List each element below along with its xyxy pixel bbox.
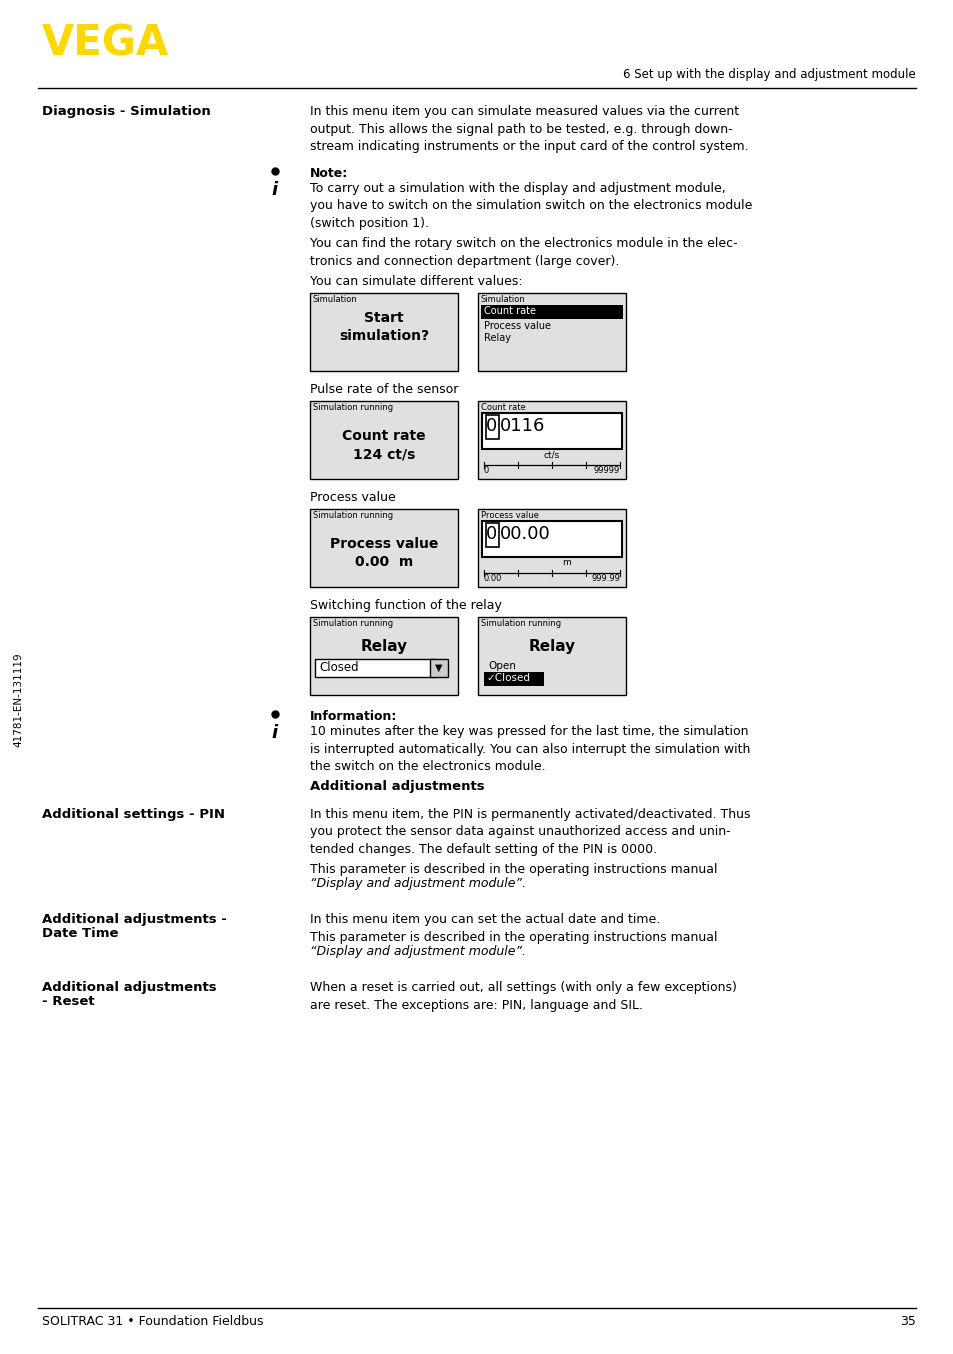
Text: i: i [272, 724, 277, 742]
Text: 0: 0 [486, 525, 497, 543]
Text: Additional adjustments -: Additional adjustments - [42, 913, 227, 926]
Text: Relay: Relay [483, 333, 511, 343]
Text: Simulation running: Simulation running [480, 619, 560, 628]
Text: 0: 0 [486, 417, 497, 435]
Bar [430, 659, 448, 677]
Text: In this menu item you can simulate measured values via the current
output. This : In this menu item you can simulate measu… [310, 106, 748, 153]
Text: Simulation running: Simulation running [313, 403, 393, 412]
Bar [310, 617, 457, 695]
Text: Process value: Process value [330, 538, 437, 551]
Text: 0.00: 0.00 [483, 574, 502, 584]
Text: i: i [272, 181, 277, 199]
Bar [481, 413, 621, 450]
Text: When a reset is carried out, all settings (with only a few exceptions)
are reset: When a reset is carried out, all setting… [310, 982, 736, 1011]
Text: “Display and adjustment module”.: “Display and adjustment module”. [310, 877, 525, 890]
Bar [485, 523, 498, 547]
Bar [477, 401, 625, 479]
Text: Relay: Relay [528, 639, 575, 654]
Text: Date Time: Date Time [42, 927, 118, 940]
Text: Process value: Process value [480, 510, 538, 520]
Text: You can simulate different values:: You can simulate different values: [310, 275, 522, 288]
Text: Switching function of the relay: Switching function of the relay [310, 598, 501, 612]
Text: To carry out a simulation with the display and adjustment module,
you have to sw: To carry out a simulation with the displ… [310, 181, 752, 230]
Text: Additional adjustments: Additional adjustments [310, 780, 484, 793]
Text: Additional adjustments: Additional adjustments [42, 982, 216, 994]
Text: ✓Closed: ✓Closed [485, 673, 530, 682]
Text: 35: 35 [900, 1315, 915, 1328]
Text: 41781-EN-131119: 41781-EN-131119 [13, 653, 23, 747]
Text: VEGA: VEGA [42, 22, 169, 64]
Text: “Display and adjustment module”.: “Display and adjustment module”. [310, 945, 525, 959]
Bar [483, 672, 543, 686]
Text: In this menu item, the PIN is permanently activated/deactivated. Thus
you protec: In this menu item, the PIN is permanentl… [310, 808, 750, 856]
Text: Relay: Relay [360, 639, 407, 654]
Text: Diagnosis - Simulation: Diagnosis - Simulation [42, 106, 211, 118]
Text: ▼: ▼ [435, 663, 442, 673]
Text: ct/s: ct/s [543, 450, 559, 459]
Bar [477, 292, 625, 371]
Bar [477, 617, 625, 695]
Text: - Reset: - Reset [42, 995, 94, 1007]
Text: Count rate: Count rate [342, 429, 425, 443]
Text: Simulation: Simulation [313, 295, 357, 305]
Text: 00.00: 00.00 [499, 525, 550, 543]
Text: Closed: Closed [318, 661, 358, 674]
Bar [314, 659, 435, 677]
Text: 0: 0 [483, 466, 489, 475]
Bar [310, 509, 457, 588]
Text: 10 minutes after the key was pressed for the last time, the simulation
is interr: 10 minutes after the key was pressed for… [310, 724, 750, 773]
Text: Note:: Note: [310, 167, 348, 180]
Text: In this menu item you can set the actual date and time.: In this menu item you can set the actual… [310, 913, 659, 926]
Text: Simulation running: Simulation running [313, 510, 393, 520]
Text: Simulation running: Simulation running [313, 619, 393, 628]
Text: Additional settings - PIN: Additional settings - PIN [42, 808, 225, 821]
Text: 124 ct/s: 124 ct/s [353, 447, 415, 460]
Bar [477, 509, 625, 588]
Bar [480, 305, 622, 320]
Text: 6 Set up with the display and adjustment module: 6 Set up with the display and adjustment… [622, 68, 915, 81]
Text: 99999: 99999 [593, 466, 619, 475]
Text: Information:: Information: [310, 709, 397, 723]
Bar [485, 414, 498, 439]
Text: Count rate: Count rate [483, 306, 536, 315]
Text: m: m [562, 558, 571, 567]
Text: This parameter is described in the operating instructions manual: This parameter is described in the opera… [310, 862, 717, 876]
Text: 999.99: 999.99 [591, 574, 619, 584]
Bar [481, 521, 621, 556]
Text: 0.00  m: 0.00 m [355, 555, 413, 569]
Bar [310, 292, 457, 371]
Text: SOLITRAC 31 • Foundation Fieldbus: SOLITRAC 31 • Foundation Fieldbus [42, 1315, 263, 1328]
Text: Open: Open [488, 661, 516, 672]
Text: 0116: 0116 [499, 417, 545, 435]
Bar [310, 401, 457, 479]
Text: Process value: Process value [483, 321, 551, 330]
Text: This parameter is described in the operating instructions manual: This parameter is described in the opera… [310, 932, 717, 944]
Text: Count rate: Count rate [480, 403, 525, 412]
Text: Pulse rate of the sensor: Pulse rate of the sensor [310, 383, 457, 395]
Text: Start
simulation?: Start simulation? [338, 311, 429, 343]
Text: Simulation: Simulation [480, 295, 525, 305]
Text: You can find the rotary switch on the electronics module in the elec-
tronics an: You can find the rotary switch on the el… [310, 237, 737, 268]
Text: Process value: Process value [310, 492, 395, 504]
